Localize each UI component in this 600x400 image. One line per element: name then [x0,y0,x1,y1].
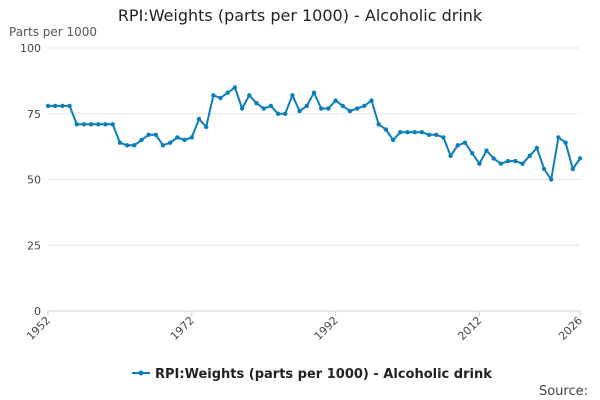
data-point[interactable] [319,106,324,111]
x-tick-label: 1972 [168,314,197,343]
data-point[interactable] [505,158,511,164]
data-point[interactable] [153,132,158,137]
y-tick-label: 75 [27,108,41,121]
data-point[interactable] [96,122,101,127]
data-point[interactable] [426,132,432,137]
data-point[interactable] [88,122,94,127]
data-point[interactable] [556,135,561,140]
data-point[interactable] [81,122,87,127]
data-point[interactable] [110,122,115,127]
data-point[interactable] [362,103,367,109]
data-point[interactable] [491,156,496,161]
data-point[interactable] [549,177,554,182]
data-point[interactable] [405,130,410,135]
data-point[interactable] [570,166,575,172]
data-point[interactable] [53,103,58,109]
data-point[interactable] [311,90,317,95]
y-tick-label: 25 [27,239,41,252]
data-point[interactable] [275,111,281,117]
data-point[interactable] [477,161,482,166]
data-point[interactable] [577,156,583,161]
source-label: Source: [539,384,588,399]
data-point[interactable] [534,145,540,151]
data-point[interactable] [441,135,446,140]
data-point[interactable] [160,143,166,148]
data-point[interactable] [268,103,274,109]
data-point[interactable] [369,98,374,103]
data-point[interactable] [182,137,187,143]
data-point[interactable] [383,127,389,132]
data-point[interactable] [290,93,295,98]
data-point[interactable] [232,85,238,90]
data-point[interactable] [347,108,353,114]
data-point[interactable] [304,103,309,109]
data-point[interactable] [326,106,331,111]
data-point[interactable] [103,122,108,127]
y-tick-label: 50 [27,174,41,187]
y-axis-label: Parts per 1000 [9,25,97,39]
x-tick-label: 2012 [455,314,484,343]
x-tick-label: 1952 [24,314,53,343]
legend-swatch-marker [138,370,144,376]
data-point[interactable] [462,140,468,145]
data-point[interactable] [74,122,80,127]
y-tick-label: 100 [20,42,41,55]
data-point[interactable] [484,148,489,153]
data-point[interactable] [412,130,417,135]
data-point[interactable] [513,158,518,164]
data-point[interactable] [225,90,230,95]
data-point[interactable] [60,103,65,109]
data-point[interactable] [239,106,245,111]
data-point[interactable] [541,166,547,172]
data-point[interactable] [434,132,439,137]
data-point[interactable] [45,103,51,109]
legend[interactable]: RPI:Weights (parts per 1000) - Alcoholic… [132,367,492,382]
data-point[interactable] [168,140,173,145]
data-point[interactable] [218,95,223,101]
legend-label: RPI:Weights (parts per 1000) - Alcoholic… [155,367,492,382]
grid [48,47,580,246]
data-point[interactable] [124,143,130,148]
data-point[interactable] [498,161,504,166]
data-point[interactable] [189,135,194,140]
data-point[interactable] [470,151,475,156]
data-point[interactable] [283,111,288,117]
data-point[interactable] [211,93,216,98]
x-tick-label: 2026 [556,314,585,343]
data-point[interactable] [254,101,259,106]
data-point[interactable] [333,98,338,103]
data-point[interactable] [67,103,72,109]
data-point[interactable] [247,93,252,98]
data-point[interactable] [455,143,460,148]
series-layer [45,85,583,182]
data-point[interactable] [398,130,403,135]
data-point[interactable] [563,140,568,145]
data-point[interactable] [340,103,345,109]
data-point[interactable] [448,153,453,158]
data-point[interactable] [132,143,137,148]
data-point[interactable] [376,122,381,127]
data-point[interactable] [204,124,209,130]
data-point[interactable] [196,116,202,122]
y-tick-label: 0 [34,305,41,318]
data-point[interactable] [354,106,360,111]
data-point[interactable] [297,108,302,114]
data-point[interactable] [139,137,144,143]
data-point[interactable] [146,132,151,137]
x-tick-label: 1992 [312,314,341,343]
data-point[interactable] [527,153,532,158]
data-point[interactable] [520,161,525,166]
data-point[interactable] [419,130,424,135]
data-point[interactable] [117,140,123,145]
axes: 0 25 50 75 100 1952 1972 1992 2012 2026 [20,42,585,343]
chart-title: RPI:Weights (parts per 1000) - Alcoholic… [117,6,483,25]
data-point[interactable] [390,137,396,143]
data-point[interactable] [175,135,180,140]
data-point[interactable] [261,106,266,111]
